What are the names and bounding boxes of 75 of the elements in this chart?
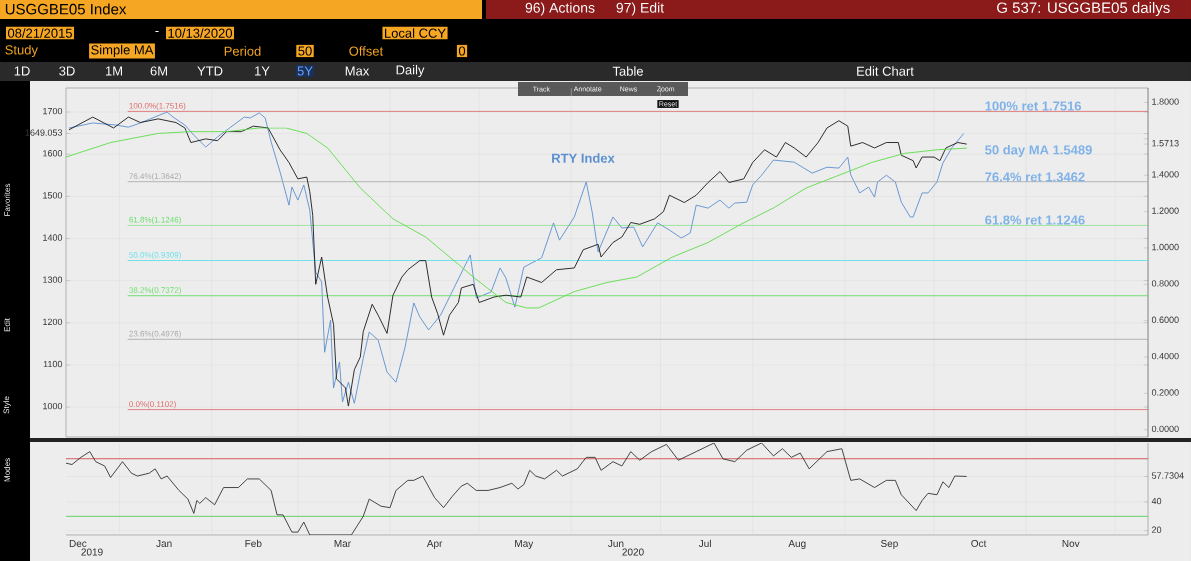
y2-tick-label: 40 <box>1151 497 1162 505</box>
text: 1M <box>105 66 122 76</box>
y-tick-label: 1500 <box>43 192 63 199</box>
annotation: 61.8% ret 1.1246 <box>985 215 1085 225</box>
annotation: 76.4% ret 1.3462 <box>985 172 1085 182</box>
y-tick-label: 1000 <box>43 402 63 410</box>
text: 6M <box>150 66 167 76</box>
annotation: 50 day MA 1.5489 <box>985 144 1092 158</box>
x-tick-label: Dec <box>69 540 87 548</box>
text: 2019 <box>81 548 103 556</box>
chart-title: USGGBE05 Index <box>5 3 127 15</box>
x-tick-label: Mar <box>334 540 351 548</box>
x-tick-label: Feb <box>245 539 262 548</box>
text: 2020 <box>622 548 644 556</box>
y2-tick-label: 0.4000 <box>1151 352 1179 360</box>
x-tick-label: Apr <box>426 540 443 549</box>
y-tick-label: 1200 <box>43 318 63 326</box>
y2-tick-label: 1.4000 <box>1152 171 1179 178</box>
x-tick-label: Jan <box>156 540 172 548</box>
y-tick-label: 1100 <box>43 360 63 368</box>
y2-tick-label: 0.8000 <box>1151 280 1179 287</box>
y-tick-label: 1300 <box>43 276 63 283</box>
text: Style <box>3 396 11 414</box>
ref-line-label: 76.4%(1.3642) <box>129 173 181 181</box>
text: Offset <box>349 46 384 56</box>
ref-line-label: 38.2%(0.7372) <box>129 287 181 295</box>
ref-line-label: 0.0%(0.1102) <box>129 401 176 409</box>
y2-tick-label: 1.0000 <box>1152 243 1179 251</box>
y2-tick-label: 1.5713 <box>1152 140 1179 147</box>
series-label: RTY Index <box>552 153 615 163</box>
text: Max <box>345 66 370 76</box>
text: Table <box>612 66 643 76</box>
text: 96) Actions <box>525 2 595 16</box>
x-tick-label: Nov <box>1062 540 1080 548</box>
y2-tick-label: 0.6000 <box>1151 316 1179 323</box>
y2-tick-label: 1.2000 <box>1152 207 1179 214</box>
ref-line-label: 61.8%(1.1246) <box>129 216 181 225</box>
text: 10/13/2020 <box>168 28 233 38</box>
text: Study <box>5 44 38 58</box>
x-tick-label: May <box>515 540 534 549</box>
text: Period <box>224 46 261 56</box>
y-tick-label: 1700 <box>43 107 63 115</box>
y2-tick-label: 1.8000 <box>1152 98 1179 105</box>
text: 3D <box>59 66 75 76</box>
text: Local CCY <box>385 28 446 38</box>
text: Daily <box>396 64 425 78</box>
x-tick-label: Oct <box>971 539 987 548</box>
text: Modes <box>4 458 10 482</box>
text: 50 <box>298 46 312 56</box>
text: 08/21/2015 <box>7 28 72 38</box>
ref-line-label: 50.0%(0.9309) <box>129 251 181 260</box>
text: Favorites <box>4 183 10 216</box>
text: - <box>155 31 159 33</box>
text: Edit Chart <box>857 66 914 76</box>
y2-tick-label: 57.7304 <box>1151 472 1184 479</box>
text: YTD <box>197 66 223 76</box>
chart-subtitle: G 537: USGGBE05 dailys <box>997 2 1170 16</box>
y2-tick-label: 0.0000 <box>1151 425 1179 433</box>
text: 97) Edit <box>616 2 665 16</box>
y-tick-label: 1400 <box>43 234 63 241</box>
text: 1D <box>14 66 30 76</box>
ref-line-label: 100.0%(1.7516) <box>129 102 186 111</box>
text: 0 <box>458 46 466 56</box>
y-tick-label: 1600 <box>43 150 63 157</box>
x-tick-label: Jun <box>608 540 624 548</box>
annotation: 100% ret 1.7516 <box>985 101 1082 111</box>
y2-tick-label: 0.2000 <box>1151 389 1179 396</box>
x-tick-label: Aug <box>788 540 806 549</box>
x-tick-label: Jul <box>698 539 711 548</box>
x-tick-label: Sep <box>880 539 898 549</box>
text: 5Y <box>297 66 313 76</box>
text: 1Y <box>255 66 270 76</box>
text: Simple MA <box>91 44 154 58</box>
text: Edit <box>4 318 10 332</box>
y2-tick-label: 20 <box>1152 526 1162 533</box>
